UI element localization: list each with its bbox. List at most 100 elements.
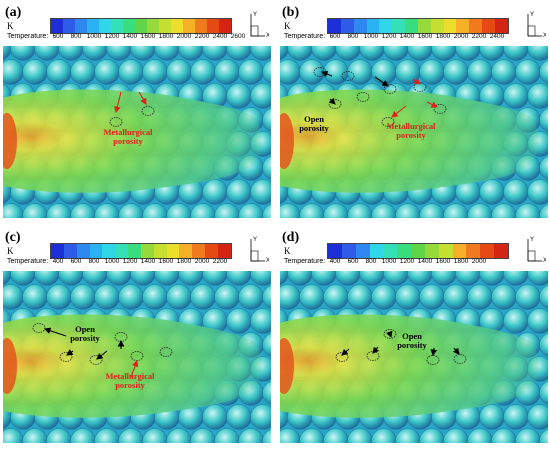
pore-marker xyxy=(413,82,427,92)
powder-particle xyxy=(226,83,252,109)
colorbar-swatch xyxy=(153,244,167,258)
axis-y-label: Y xyxy=(530,12,534,18)
axis-y-label: Y xyxy=(253,237,257,243)
powder-particle xyxy=(443,59,469,85)
arrow-red xyxy=(391,105,407,118)
arrow-black xyxy=(341,348,350,356)
annotation-metallurgical-porosity: Metallurgical porosity xyxy=(103,127,153,146)
colorbar-swatch xyxy=(166,244,180,258)
arrow-black xyxy=(386,330,393,339)
arrow-black xyxy=(320,70,333,78)
powder-particle xyxy=(46,284,72,310)
axis-y-label: Y xyxy=(530,237,534,243)
axes-triad: Y X xyxy=(524,233,547,264)
colorbar-swatch xyxy=(102,244,116,258)
pore-marker xyxy=(453,354,467,364)
melt-pool xyxy=(280,89,539,193)
powder-particle xyxy=(262,428,271,443)
colorbar-swatch xyxy=(383,244,398,258)
axis-x-label: X xyxy=(543,258,546,263)
laser-spot xyxy=(280,113,294,169)
colorbar-swatch xyxy=(171,19,183,33)
colorbar-swatch xyxy=(147,19,159,33)
laser-spot xyxy=(280,338,294,394)
colorbar-swatch xyxy=(183,19,195,33)
powder-particle xyxy=(347,284,373,310)
unit-label: K xyxy=(7,246,14,256)
colorbar-ticks: 400 600 800 1000 1200 1400 1600 1800 2000 xyxy=(329,258,487,265)
pore-marker xyxy=(341,71,355,81)
pore-marker xyxy=(89,355,103,365)
colorbar-swatch xyxy=(135,19,147,33)
powder-particle xyxy=(202,179,228,205)
colorbar-swatch xyxy=(63,244,77,258)
powder-particle xyxy=(46,59,72,85)
arrow-black xyxy=(66,349,74,356)
powder-particle xyxy=(166,59,192,85)
colorbar-swatch xyxy=(63,19,75,33)
colorbar xyxy=(50,243,232,259)
arrow-red xyxy=(426,101,438,108)
powder-particle xyxy=(94,284,120,310)
powder-particle xyxy=(467,284,493,310)
colorbar xyxy=(327,18,509,34)
colorbar-swatch xyxy=(341,244,356,258)
powder-particle xyxy=(299,59,325,85)
powder-particle xyxy=(527,271,548,286)
powder-particle xyxy=(250,179,271,205)
colorbar-ticks: 600 800 1000 1200 1400 1600 1800 2000 2200 2400 xyxy=(329,33,505,40)
colorbar-swatch xyxy=(328,244,342,258)
axis-x-label: X xyxy=(543,33,546,38)
powder-particle xyxy=(539,284,548,310)
powder-particle xyxy=(118,284,144,310)
powder-particle xyxy=(503,404,529,430)
colorbar-swatch xyxy=(443,19,457,33)
powder-particle xyxy=(94,59,120,85)
powder-particle xyxy=(250,46,271,61)
colorbar-swatch xyxy=(355,244,370,258)
powder-particle xyxy=(503,83,529,109)
arrow-red xyxy=(138,91,147,105)
powder-particle xyxy=(118,59,144,85)
powder-particle xyxy=(443,284,469,310)
axis-x-label: X xyxy=(266,33,269,38)
powder-particle xyxy=(491,59,517,85)
pore-marker xyxy=(383,84,397,94)
colorbar-swatch xyxy=(123,19,135,33)
powder-particle xyxy=(238,284,264,310)
powder-particle xyxy=(527,404,548,430)
temperature-label: Temperature: xyxy=(284,258,326,265)
arrow-black xyxy=(374,76,389,87)
colorbar-swatch xyxy=(417,19,431,33)
powder-particle xyxy=(347,59,373,85)
panel-a: (a) K Temperature: 600 800 1000 1200 1400 160… xyxy=(3,4,271,218)
powder-particle xyxy=(262,284,271,310)
colorbar-swatch xyxy=(411,244,425,258)
arrow-red xyxy=(130,359,139,378)
colorbar-swatch xyxy=(366,19,380,33)
powder-particle xyxy=(371,59,397,85)
laser-spot xyxy=(3,113,17,169)
axes-triad: Y X xyxy=(247,233,270,264)
colorbar-swatch xyxy=(192,244,206,258)
powder-particle xyxy=(22,284,48,310)
arrow-black xyxy=(452,347,460,355)
axis-x-label: X xyxy=(266,258,269,263)
powder-particle xyxy=(190,59,216,85)
colorbar-swatch xyxy=(328,19,341,33)
arrow-black xyxy=(43,327,67,337)
powder-particle xyxy=(250,271,271,286)
colorbar xyxy=(327,243,509,259)
melt-pool-scene xyxy=(3,46,271,218)
annotation-open-porosity: Open porosity xyxy=(299,114,329,133)
colorbar-swatch xyxy=(369,244,384,258)
powder-particle xyxy=(22,59,48,85)
annotation-open-porosity: Open porosity xyxy=(70,324,100,343)
colorbar-swatch xyxy=(89,244,103,258)
powder-particle xyxy=(539,428,548,443)
powder-particle xyxy=(250,308,271,334)
arrow-red xyxy=(412,78,421,85)
powder-particle xyxy=(190,284,216,310)
laser-spot xyxy=(3,338,17,394)
melt-pool-scene xyxy=(280,271,548,443)
